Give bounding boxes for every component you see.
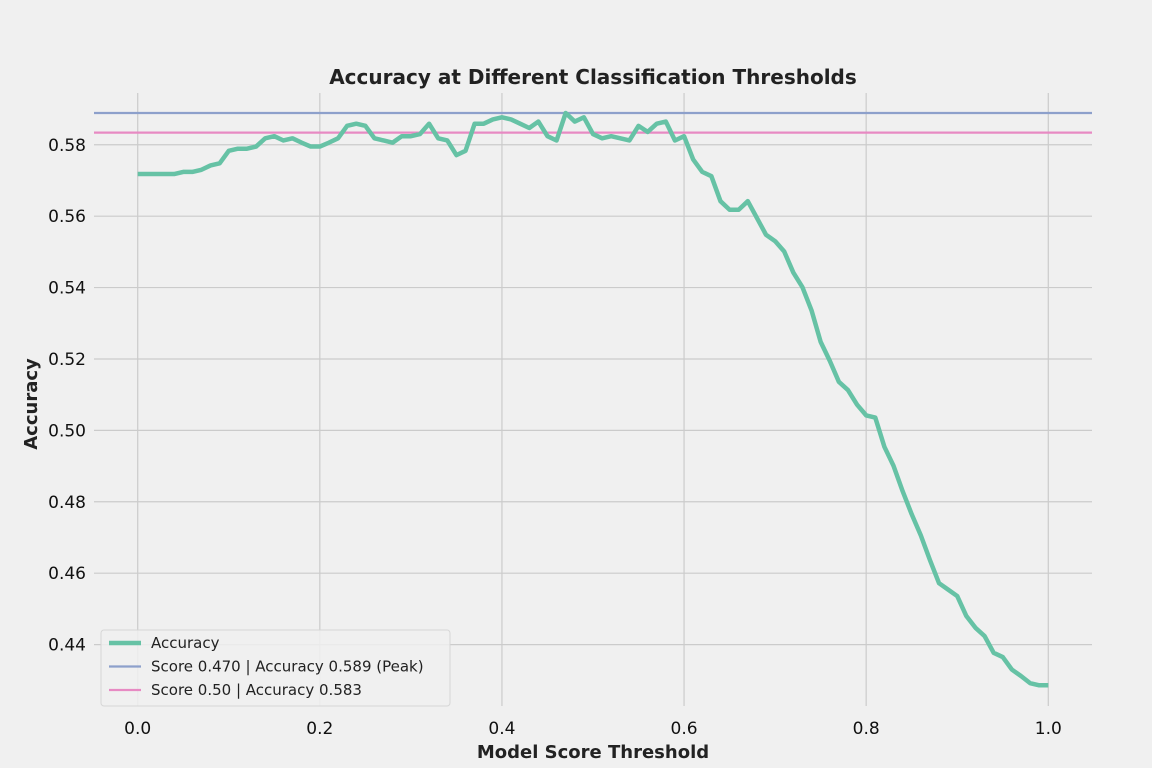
x-tick-label: 0.2 [306, 719, 333, 739]
x-tick-label: 0.4 [488, 719, 515, 739]
plot-area [94, 110, 1092, 688]
legend: Accuracy Score 0.470 | Accuracy 0.589 (Pe… [100, 629, 451, 707]
y-tick-label: 0.58 [48, 136, 86, 156]
y-tick-label: 0.54 [48, 279, 86, 299]
y-tick-label: 0.48 [48, 493, 86, 513]
accuracy-line [137, 110, 1049, 688]
x-tick-label: 0.6 [671, 719, 698, 739]
tick-labels: 0.0 0.2 0.4 0.6 0.8 1.0 0.44 0.46 0.48 0.50 0.52 0.… [48, 136, 1062, 739]
legend-box [100, 629, 451, 707]
y-axis-title: Accuracy [21, 358, 42, 450]
y-tick-label: 0.44 [48, 636, 86, 656]
legend-label-2: Score 0.50 | Accuracy 0.583 [151, 681, 362, 699]
chart-title: Accuracy at Different Classification Thr… [329, 65, 857, 89]
grid [94, 93, 1092, 706]
y-tick-label: 0.56 [48, 207, 86, 227]
legend-label-1: Score 0.470 | Accuracy 0.589 (Peak) [151, 658, 424, 676]
y-tick-label: 0.50 [48, 421, 86, 441]
x-tick-label: 1.0 [1035, 719, 1062, 739]
y-tick-label: 0.46 [48, 564, 86, 584]
legend-label-0: Accuracy [151, 634, 220, 652]
x-tick-label: 0.0 [124, 719, 151, 739]
x-axis-title: Model Score Threshold [477, 742, 709, 763]
x-tick-label: 0.8 [853, 719, 880, 739]
y-tick-label: 0.52 [48, 350, 86, 370]
